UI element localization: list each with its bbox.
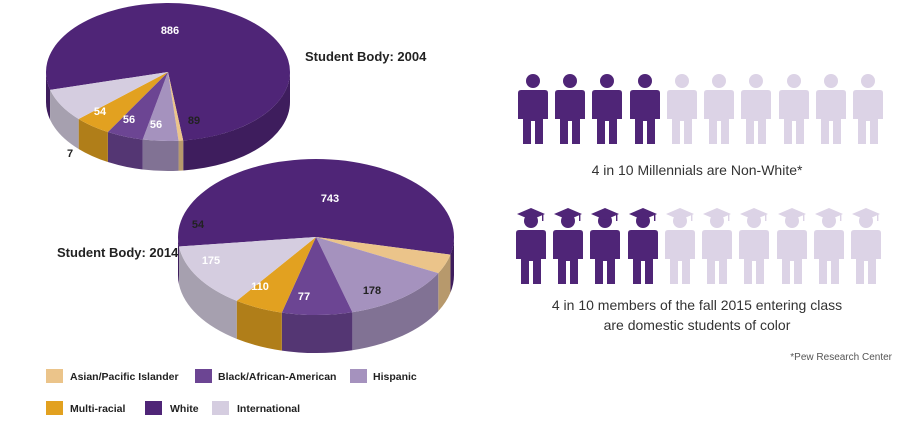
graduate-icon xyxy=(851,208,881,284)
graduate-icon-highlighted xyxy=(590,208,620,284)
pie-2004-label-black: 56 xyxy=(123,114,135,126)
chart-title-2014: Student Body: 2014 xyxy=(57,245,179,260)
legend-swatch-asian xyxy=(46,369,63,383)
pie-2004-side-hispanic xyxy=(142,139,179,171)
entering-class-caption-line-1: 4 in 10 members of the fall 2015 enterin… xyxy=(552,297,842,313)
legend-label-white: White xyxy=(170,403,199,415)
graduate-icon xyxy=(777,208,807,284)
legend-label-hispanic: Hispanic xyxy=(373,371,417,383)
legend-swatch-white xyxy=(145,401,162,415)
pie-2014-label-international: 178 xyxy=(363,285,381,297)
legend-label-black: Black/African-American xyxy=(218,371,336,383)
pie-2004-slice-hispanic xyxy=(142,72,179,141)
legend-label-international: International xyxy=(237,403,300,415)
pie-2014-side-hispanic xyxy=(352,273,439,351)
pie-2014-side-asian xyxy=(438,254,451,312)
pie-2014-side-international xyxy=(179,246,237,339)
pie-2014-slice-international xyxy=(179,237,316,301)
person-icon xyxy=(667,74,697,144)
pie-2004-label-white: 886 xyxy=(161,25,179,37)
graduate-icon-highlighted xyxy=(628,208,658,284)
person-icon xyxy=(853,74,883,144)
person-icon xyxy=(704,74,734,144)
legend-swatch-black xyxy=(195,369,212,383)
graduate-icon xyxy=(739,208,769,284)
pie-2004-side-asian xyxy=(178,140,184,171)
person-icon-highlighted xyxy=(518,74,548,144)
pie-2014-label-multiracial: 77 xyxy=(298,291,310,303)
legend-label-asian: Asian/Pacific Islander xyxy=(70,371,179,383)
pie-2004-side-international xyxy=(50,89,79,149)
pie-chart-2004: 886 7 54 56 56 89 xyxy=(46,3,290,171)
pie-2014-label-black: 110 xyxy=(251,281,269,293)
pie-2004-slice-international xyxy=(50,72,168,119)
millennials-figure-row xyxy=(518,74,883,144)
person-icon xyxy=(779,74,809,144)
graduate-icon xyxy=(665,208,695,284)
pie-2014-side-white xyxy=(450,237,454,293)
pie-2014-slice-multiracial xyxy=(236,237,316,313)
pie-2004-side-multiracial xyxy=(78,118,108,163)
graduate-icon xyxy=(702,208,732,284)
pie-2004-label-asian: 7 xyxy=(67,148,73,160)
pie-2004-side-white xyxy=(46,72,51,120)
person-icon xyxy=(816,74,846,144)
pie-2004-slice-multiracial xyxy=(78,72,168,133)
pie-2014-side-black xyxy=(281,312,353,353)
pie-2004-slice-white xyxy=(46,3,290,141)
legend-swatch-multiracial xyxy=(46,401,63,415)
graduate-icon-highlighted xyxy=(553,208,583,284)
pie-chart-2014: 743 54 175 110 77 178 xyxy=(177,159,454,353)
entering-class-figure-row xyxy=(516,208,881,284)
pie-2014-side-multiracial xyxy=(236,300,282,351)
person-icon-highlighted xyxy=(630,74,660,144)
pie-2004-side-black xyxy=(107,132,143,170)
legend: Asian/Pacific Islander Black/African-Ame… xyxy=(46,369,417,415)
pie-2014-side-white xyxy=(178,237,180,285)
pie-2014-label-white: 743 xyxy=(321,193,339,205)
legend-label-multiracial: Multi-racial xyxy=(70,403,126,415)
source-note: *Pew Research Center xyxy=(790,352,892,363)
pie-2004-label-multiracial: 56 xyxy=(150,119,162,131)
entering-class-caption-line-2: are domestic students of color xyxy=(604,317,791,333)
legend-swatch-hispanic xyxy=(350,369,367,383)
pie-2004-side-white xyxy=(183,72,290,171)
pie-2014-slice-asian xyxy=(316,237,451,274)
pie-2014-slice-hispanic xyxy=(316,237,439,313)
pie-2014-label-asian: 54 xyxy=(192,219,205,231)
person-icon xyxy=(741,74,771,144)
chart-title-2004: Student Body: 2004 xyxy=(305,49,427,64)
pie-2004-label-international: 89 xyxy=(188,115,200,127)
person-icon-highlighted xyxy=(555,74,585,144)
pie-2004-label-hispanic: 54 xyxy=(94,106,107,118)
pie-2014-slice-white xyxy=(177,159,454,255)
graduate-icon xyxy=(814,208,844,284)
pie-2014-slice-black xyxy=(281,237,353,315)
pie-2014-label-hispanic: 175 xyxy=(202,255,220,267)
millennials-caption: 4 in 10 Millennials are Non-White* xyxy=(592,162,803,178)
legend-swatch-international xyxy=(212,401,229,415)
pie-2004-slice-black xyxy=(107,72,168,140)
pie-2004-slice-asian xyxy=(168,72,184,141)
person-icon-highlighted xyxy=(592,74,622,144)
graduate-icon-highlighted xyxy=(516,208,546,284)
